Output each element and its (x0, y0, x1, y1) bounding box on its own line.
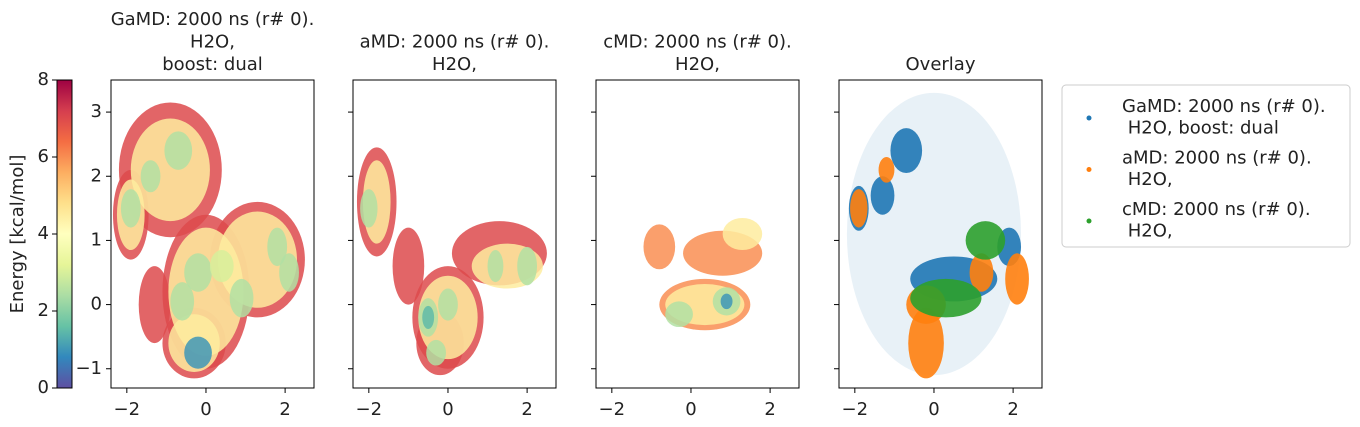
x-tick-label: 2 (764, 399, 775, 420)
density-cluster (1005, 253, 1029, 305)
density-cluster (910, 278, 982, 318)
legend-marker (1086, 115, 1092, 121)
density-cluster (209, 250, 234, 283)
density-cluster (279, 253, 299, 292)
density-cluster (878, 157, 895, 183)
density-cluster (438, 288, 458, 321)
density-cluster (908, 307, 944, 379)
density-cluster (720, 293, 733, 310)
panel-frame (838, 79, 1043, 389)
density-cluster (665, 301, 693, 328)
legend-label: H2O, (1122, 221, 1173, 242)
density-cluster (184, 336, 212, 369)
panel-title: H2O, (190, 32, 235, 53)
panel-frame (110, 79, 315, 389)
y-tick-label: 1 (91, 229, 102, 250)
density-cluster (138, 266, 171, 344)
x-tick-label: 0 (928, 399, 939, 420)
density-cluster (850, 189, 868, 228)
colorbar-tick-label: 6 (38, 146, 49, 167)
density-cluster (360, 189, 378, 228)
density-cluster (140, 160, 161, 193)
x-tick-label: 2 (521, 399, 532, 420)
colorbar-tick-label: 4 (38, 223, 49, 244)
colorbar (56, 79, 73, 389)
panel-title: H2O, (432, 54, 477, 75)
plot-area (112, 102, 305, 379)
density-cluster (426, 339, 446, 366)
density-cluster (969, 253, 994, 292)
legend-label: H2O, (1122, 169, 1173, 190)
legend-marker (1086, 167, 1092, 172)
x-tick-label: −2 (842, 399, 869, 420)
x-tick-label: −2 (599, 399, 626, 420)
density-cluster (229, 278, 254, 318)
density-cluster (120, 189, 141, 228)
density-cluster (487, 250, 504, 283)
x-tick-label: 0 (200, 399, 211, 420)
panel-title: Overlay (906, 54, 976, 75)
legend-label: cMD: 2000 ns (r# 0). (1122, 199, 1311, 220)
density-cluster (170, 282, 195, 321)
density-cluster (965, 221, 1006, 260)
density-cluster (164, 131, 193, 170)
density-cluster (890, 128, 923, 174)
panel-title: GaMD: 2000 ns (r# 0). (111, 9, 315, 30)
y-tick-label: 3 (91, 101, 102, 122)
legend-marker (1086, 218, 1092, 224)
panel-title: boost: dual (162, 54, 263, 75)
density-cluster (517, 246, 538, 286)
colorbar-tick-label: 8 (38, 69, 49, 90)
panel-frame (595, 79, 800, 389)
density-cluster (422, 305, 435, 329)
x-tick-label: −2 (114, 399, 141, 420)
density-cluster (392, 227, 425, 305)
panel-title: cMD: 2000 ns (r# 0). (603, 32, 792, 53)
density-cluster (722, 217, 763, 251)
panel-frame (352, 79, 557, 389)
x-tick-label: 2 (1007, 399, 1018, 420)
x-tick-label: 0 (442, 399, 453, 420)
plot-area (643, 217, 763, 331)
plot-area (846, 92, 1029, 379)
colorbar-label: Energy [kcal/mol] (7, 155, 28, 314)
legend-label: aMD: 2000 ns (r# 0). (1122, 148, 1312, 169)
density-cluster (267, 227, 288, 267)
density-cluster (184, 253, 212, 292)
y-tick-label: 2 (91, 165, 102, 186)
panel-title: aMD: 2000 ns (r# 0). (360, 32, 550, 53)
colorbar-tick-label: 0 (38, 377, 49, 398)
x-tick-label: 0 (685, 399, 696, 420)
x-tick-label: 2 (279, 399, 290, 420)
plot-area (356, 147, 547, 376)
legend-label: GaMD: 2000 ns (r# 0). (1122, 96, 1326, 117)
y-tick-label: 0 (91, 294, 102, 315)
density-cluster (643, 224, 676, 270)
density-cluster (870, 176, 895, 215)
legend-box (1061, 84, 1351, 248)
panel-title: H2O, (675, 54, 720, 75)
legend-label: H2O, boost: dual (1122, 118, 1279, 139)
x-tick-label: −2 (356, 399, 383, 420)
y-tick-label: −1 (75, 358, 102, 379)
colorbar-tick-label: 2 (38, 300, 49, 321)
